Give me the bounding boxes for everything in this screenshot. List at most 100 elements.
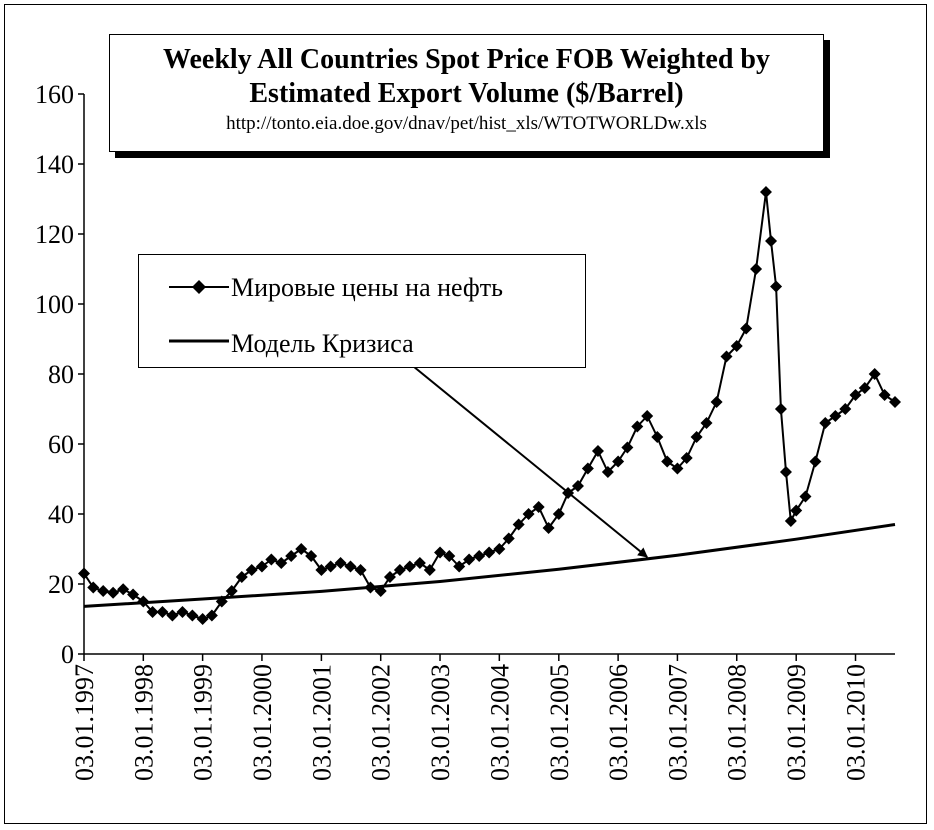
data-point-oil-price <box>849 389 862 401</box>
y-tick-label: 20 <box>48 570 74 599</box>
data-point-oil-price <box>324 560 337 573</box>
data-point-oil-price <box>255 560 268 573</box>
chart-subtitle: http://tonto.eia.doe.gov/dnav/pet/hist_x… <box>226 113 707 134</box>
data-point-oil-price <box>774 403 787 415</box>
data-point-oil-price <box>107 586 120 599</box>
legend-item-oil-price: Мировые цены на нефть <box>139 267 585 307</box>
data-point-oil-price <box>434 546 447 559</box>
data-point-oil-price <box>641 410 654 422</box>
data-point-oil-price <box>878 389 891 401</box>
data-point-oil-price <box>700 417 713 429</box>
chart-title: Weekly All Countries Spot Price FOB Weig… <box>163 44 770 75</box>
series-layer <box>78 186 901 625</box>
data-point-oil-price <box>765 235 778 247</box>
data-point-oil-price <box>275 557 288 569</box>
data-point-oil-price <box>770 280 783 293</box>
y-tick-label: 40 <box>48 500 74 529</box>
x-tick-label: 03.01.1997 <box>70 664 99 781</box>
data-point-oil-price <box>661 455 674 468</box>
data-point-oil-price <box>740 322 753 335</box>
x-tick-label: 03.01.2009 <box>782 664 811 781</box>
data-point-oil-price <box>651 431 664 443</box>
data-point-oil-price <box>512 518 525 531</box>
data-point-oil-price <box>819 417 832 429</box>
data-point-oil-price <box>186 609 199 622</box>
data-point-oil-price <box>383 571 396 583</box>
data-point-oil-price <box>225 585 238 597</box>
chart-title-line2: Estimated Export Volume ($/Barrel) <box>249 78 684 109</box>
data-point-oil-price <box>839 403 852 415</box>
legend-item-crisis-model: Модель Кризиса <box>139 323 585 363</box>
x-tick-label: 03.01.2002 <box>367 664 396 781</box>
x-tick-label: 03.01.2001 <box>307 664 336 781</box>
data-point-oil-price <box>205 609 218 622</box>
y-tick-label: 160 <box>35 80 74 109</box>
data-point-oil-price <box>621 441 634 454</box>
data-point-oil-price <box>146 606 159 618</box>
data-point-oil-price <box>532 501 545 513</box>
data-point-oil-price <box>522 508 535 520</box>
data-point-oil-price <box>156 606 169 618</box>
legend-swatch-crisis-model <box>169 339 229 343</box>
data-point-oil-price <box>493 543 506 555</box>
data-point-oil-price <box>443 550 456 562</box>
y-tick-label: 140 <box>35 150 74 179</box>
x-tick-label: 03.01.1998 <box>129 664 158 781</box>
axes: 0 20 40 60 80 100 120 140 160 03.01.1997 03.01.199… <box>35 80 895 781</box>
data-point-oil-price <box>315 564 328 576</box>
y-tick-label: 100 <box>35 290 74 319</box>
data-point-oil-price <box>581 462 594 475</box>
y-tick-label: 120 <box>35 220 74 249</box>
data-point-oil-price <box>483 546 496 559</box>
data-point-oil-price <box>591 445 604 457</box>
data-point-oil-price <box>117 583 130 596</box>
legend-swatch-oil-price <box>169 280 229 294</box>
data-point-oil-price <box>612 455 625 468</box>
data-point-oil-price <box>790 504 803 517</box>
legend-label-crisis-model: Модель Кризиса <box>231 329 414 358</box>
y-tick-label: 80 <box>48 360 74 389</box>
x-tick-label: 03.01.2008 <box>723 664 752 781</box>
annotation-arrow <box>407 361 648 558</box>
data-point-oil-price <box>453 560 466 573</box>
data-point-oil-price <box>423 564 436 576</box>
data-point-oil-price <box>868 368 881 380</box>
data-point-oil-price <box>393 564 406 576</box>
data-point-oil-price <box>690 431 703 443</box>
data-point-oil-price <box>176 606 189 618</box>
data-point-oil-price <box>799 490 812 503</box>
data-point-oil-price <box>127 588 140 601</box>
x-tick-label: 03.01.2006 <box>604 664 633 781</box>
x-tick-label: 03.01.2004 <box>485 664 514 781</box>
data-point-oil-price <box>502 532 515 545</box>
data-point-oil-price <box>413 557 426 569</box>
data-point-oil-price <box>403 560 416 573</box>
data-point-oil-price <box>552 508 565 520</box>
x-tick-label: 03.01.2010 <box>842 664 871 781</box>
data-point-oil-price <box>671 462 684 475</box>
data-point-oil-price <box>631 420 644 433</box>
data-point-oil-price <box>889 396 901 408</box>
legend-label-oil-price: Мировые цены на нефть <box>231 273 503 302</box>
data-point-oil-price <box>97 585 110 597</box>
x-tick-label: 03.01.1999 <box>189 664 218 781</box>
data-point-oil-price <box>473 550 486 562</box>
data-point-oil-price <box>245 564 258 576</box>
data-point-oil-price <box>601 466 614 478</box>
x-tick-label: 03.01.2007 <box>663 664 692 781</box>
data-point-oil-price <box>779 466 792 478</box>
data-point-oil-price <box>680 452 693 464</box>
data-point-oil-price <box>710 396 723 408</box>
series-line-crisis-model <box>83 523 896 608</box>
x-tick-label: 03.01.2003 <box>426 664 455 781</box>
annotation-layer <box>407 361 648 558</box>
x-tick-label: 03.01.2005 <box>545 664 574 781</box>
data-point-oil-price <box>305 550 318 562</box>
data-point-oil-price <box>730 340 743 352</box>
legend: Мировые цены на нефть Модель Кризиса <box>138 254 586 368</box>
data-point-oil-price <box>829 410 842 422</box>
data-point-oil-price <box>87 581 100 594</box>
data-point-oil-price <box>720 350 733 363</box>
data-point-oil-price <box>235 571 248 583</box>
